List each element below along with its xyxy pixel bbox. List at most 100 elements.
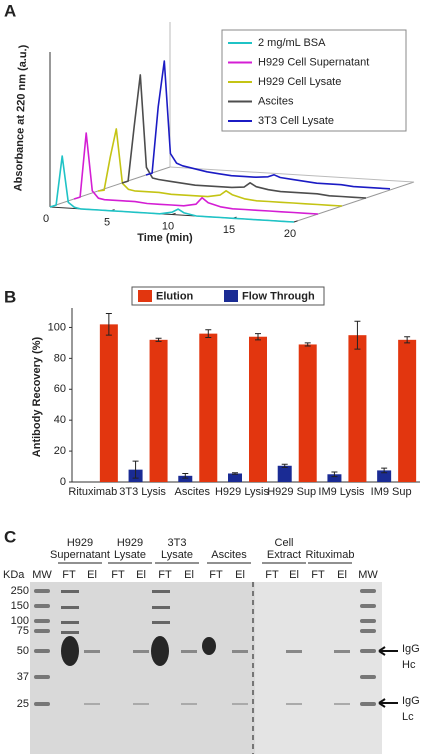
legend-label: 2 mg/mL BSA (258, 37, 326, 49)
x-tick-label: 3T3 Lysis (119, 486, 166, 498)
bar (298, 344, 317, 482)
lane-label: FT (265, 569, 279, 581)
marker-label: 25 (17, 698, 29, 710)
gel-band (84, 703, 100, 705)
group-label: H929 (117, 537, 143, 549)
trace-line (73, 132, 319, 215)
error-bar (381, 467, 388, 474)
lane-label: FT (311, 569, 325, 581)
legend-label: Ascites (258, 95, 294, 107)
bar (398, 339, 417, 482)
x-tick-label: Ascites (175, 486, 211, 498)
gel-band (84, 650, 100, 653)
y-tick-label: 40 (54, 414, 66, 426)
axis-line (169, 166, 415, 183)
marker-label: 50 (17, 645, 29, 657)
bar (228, 473, 242, 482)
gel-band (181, 703, 197, 705)
legend-label: 3T3 Cell Lysate (258, 115, 334, 127)
bar (99, 324, 118, 482)
lane-label: El (184, 569, 194, 581)
x-tick-label: 10 (162, 220, 174, 232)
panel-label: B (4, 287, 16, 306)
error-bar (232, 472, 238, 475)
legend-label: H929 Cell Supernatant (258, 56, 369, 68)
marker-label: 37 (17, 671, 29, 683)
ladder-band (360, 629, 376, 633)
error-bar (255, 333, 261, 341)
gel-band (152, 621, 170, 624)
bar (199, 333, 218, 482)
gel-band (152, 606, 170, 609)
x-tick-label: H929 Sup (267, 486, 316, 498)
gel-band (334, 703, 350, 705)
gel-band (61, 636, 79, 666)
ladder-band (34, 589, 50, 593)
gel-band (286, 703, 302, 705)
gel-background (255, 582, 382, 754)
ladder-band (34, 629, 50, 633)
lane-label: FT (209, 569, 223, 581)
ladder-band (34, 702, 50, 706)
error-bar (354, 320, 361, 350)
bar (348, 335, 367, 482)
lane-label: FT (158, 569, 172, 581)
trace-line (121, 74, 367, 199)
ladder-band (360, 619, 376, 623)
axis-line (293, 181, 415, 223)
bar (178, 475, 193, 482)
lane-label: MW (358, 569, 378, 581)
tick-mark (171, 212, 176, 215)
ladder-band (34, 675, 50, 679)
group-label: Lysate (161, 549, 193, 561)
group-label: H929 (67, 537, 93, 549)
gel-band (232, 703, 248, 705)
bar (377, 470, 392, 482)
legend-label: Flow Through (242, 290, 315, 302)
gel-band (133, 703, 149, 705)
bar (149, 339, 168, 482)
gel-band (133, 650, 149, 653)
y-tick-label: 60 (54, 383, 66, 395)
error-bar (182, 473, 189, 479)
y-axis-label: Antibody Recovery (%) (31, 336, 43, 457)
gel-band (61, 606, 79, 609)
unit-label: KDa (3, 569, 25, 581)
x-axis-label: Time (min) (137, 232, 193, 244)
gel-band (61, 631, 79, 634)
ladder-band (360, 604, 376, 608)
x-tick-label: 15 (223, 224, 235, 236)
legend-swatch (224, 290, 238, 302)
x-tick-label: 5 (104, 217, 110, 229)
gel-band (152, 590, 170, 593)
y-tick-label: 100 (48, 321, 66, 333)
x-tick-label: Rituximab (68, 486, 117, 498)
bar (249, 336, 267, 482)
gel-band (61, 590, 79, 593)
ladder-band (34, 604, 50, 608)
error-bar (331, 471, 338, 478)
band-label: Lc (402, 711, 414, 723)
lane-label: El (337, 569, 347, 581)
marker-label: 100 (11, 615, 29, 627)
error-bar (304, 342, 311, 347)
error-bar (132, 460, 139, 479)
ladder-band (34, 619, 50, 623)
arrow (378, 698, 398, 708)
x-tick-label: IM9 Sup (371, 486, 412, 498)
x-tick-label: 0 (43, 213, 49, 225)
error-bar (155, 337, 162, 342)
trace-line (145, 60, 391, 190)
band-label: Hc (402, 659, 416, 671)
lane-label: El (289, 569, 299, 581)
lane-label: FT (62, 569, 76, 581)
ladder-band (360, 589, 376, 593)
legend-box (221, 29, 407, 132)
lane-label: El (87, 569, 97, 581)
gel-band (151, 636, 169, 666)
group-label: Supernatant (50, 549, 110, 561)
error-bar (404, 336, 411, 344)
ladder-band (34, 649, 50, 653)
gel-band (334, 650, 350, 653)
